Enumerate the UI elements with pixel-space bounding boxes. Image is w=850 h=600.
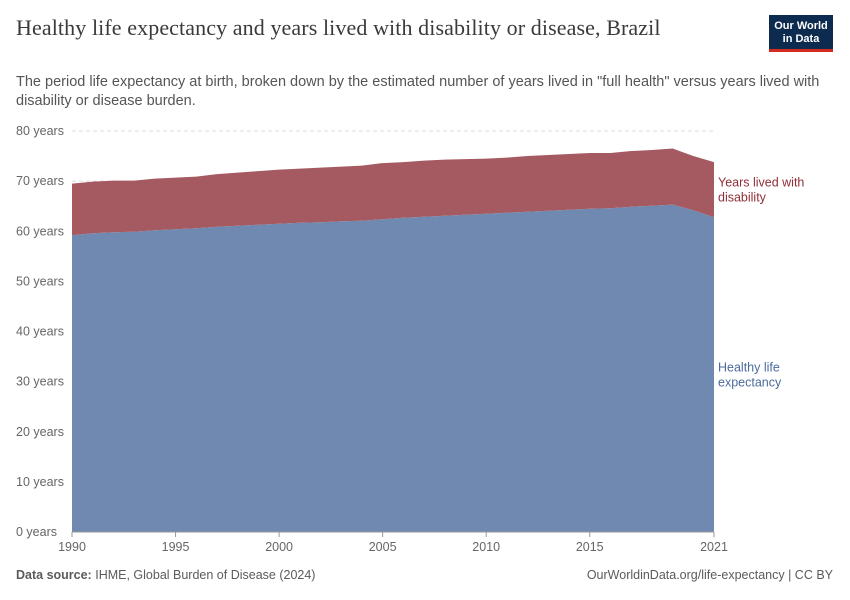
series-label-1: Years lived with disability	[718, 176, 804, 205]
logo-line-2: in Data	[782, 33, 820, 45]
x-tick-label: 1995	[162, 540, 190, 554]
y-tick-label: 30 years	[16, 375, 64, 389]
logo-line-1: Our World	[774, 20, 828, 32]
data-source-label: Data source:	[16, 568, 92, 582]
y-tick-label: 70 years	[16, 174, 64, 188]
x-tick-label: 1990	[58, 540, 86, 554]
y-tick-label: 20 years	[16, 425, 64, 439]
series-area-1[interactable]	[72, 148, 714, 236]
y-tick-label: 40 years	[16, 325, 64, 339]
x-tick-label: 2000	[265, 540, 293, 554]
source-link[interactable]: OurWorldinData.org/life-expectancy | CC …	[586, 568, 833, 582]
series-labels: Healthy life expectancy Years lived with di…	[718, 176, 804, 390]
x-tick-label: 2015	[576, 540, 604, 554]
area-layer	[72, 148, 714, 532]
series-area-0[interactable]	[72, 204, 714, 532]
axes: 0 years 10 years 20 years 30 years 40 years 5…	[16, 124, 728, 554]
data-source-text: IHME, Global Burden of Disease (2024)	[95, 568, 316, 582]
y-tick-label: 60 years	[16, 224, 64, 238]
y-tick-label: 50 years	[16, 274, 64, 288]
data-source: Data source: IHME, Global Burden of Dise…	[16, 568, 315, 582]
owid-logo[interactable]: Our World in Data	[769, 15, 833, 52]
series-label-0: Healthy life expectancy	[718, 361, 782, 390]
x-tick-label: 2021	[700, 540, 728, 554]
chart-title: Healthy life expectancy and years lived …	[16, 15, 661, 40]
chart-subtitle: The period life expectancy at birth, bro…	[16, 74, 820, 109]
x-tick-label: 2010	[472, 540, 500, 554]
y-tick-label: 10 years	[16, 475, 64, 489]
y-tick-label: 0 years	[16, 525, 57, 539]
y-tick-label: 80 years	[16, 124, 64, 138]
x-tick-label: 2005	[369, 540, 397, 554]
